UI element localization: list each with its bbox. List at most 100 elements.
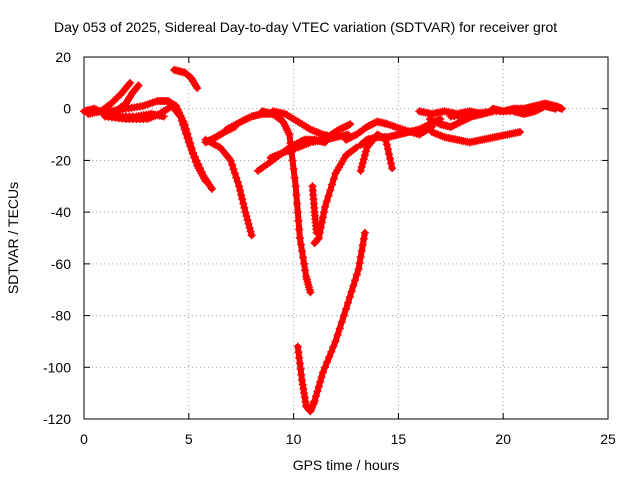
data-point [453, 119, 462, 128]
data-point [296, 240, 305, 249]
series-arc22 [427, 127, 524, 147]
data-point [187, 143, 196, 152]
data-point [357, 246, 366, 255]
data-point [359, 155, 368, 164]
data-point [230, 169, 239, 178]
data-point [356, 252, 365, 261]
data-point [229, 165, 238, 174]
series-arc13 [268, 107, 353, 142]
series-arc19 [356, 115, 445, 149]
data-point [236, 186, 245, 195]
data-point [345, 293, 354, 302]
data-point [325, 352, 334, 361]
data-point [342, 135, 350, 144]
data-point [352, 143, 361, 152]
data-point [352, 270, 361, 279]
data-point [293, 199, 302, 208]
data-point [424, 121, 433, 130]
data-point [288, 156, 297, 165]
data-point [347, 287, 356, 296]
data-point [180, 120, 189, 129]
y-tick-label: -60 [51, 256, 71, 272]
data-point [459, 116, 468, 125]
data-point [386, 154, 395, 163]
x-tick-label: 0 [80, 431, 88, 447]
data-point [340, 122, 349, 131]
data-point [290, 173, 299, 182]
data-point [312, 228, 321, 237]
y-tick-label: 20 [55, 49, 71, 65]
data-point [360, 228, 369, 237]
data-point [355, 258, 364, 267]
data-point [313, 387, 322, 396]
y-tick-label: -80 [51, 308, 71, 324]
data-point [358, 240, 367, 249]
data-point [342, 305, 350, 314]
data-point [345, 134, 354, 143]
series-arc14 [310, 143, 361, 248]
data-point [226, 156, 235, 165]
data-point [183, 129, 192, 138]
data-point [339, 311, 348, 320]
data-point [361, 147, 370, 156]
data-point [347, 133, 356, 142]
data-point [450, 121, 459, 130]
data-point [203, 137, 212, 146]
data-point [311, 392, 320, 401]
data-point [331, 337, 340, 346]
data-point [348, 132, 357, 141]
data-point [186, 139, 195, 148]
data-point [337, 318, 346, 327]
data-point [235, 182, 244, 191]
data-point [124, 80, 133, 89]
data-point [362, 122, 371, 131]
data-point [343, 134, 352, 143]
data-point [237, 117, 246, 126]
data-point [242, 212, 251, 221]
data-point [335, 125, 344, 134]
data-point [295, 225, 304, 234]
y-tick-label: -20 [51, 152, 71, 168]
data-point [205, 136, 214, 145]
data-point [301, 266, 310, 275]
data-point [321, 363, 330, 372]
series-arc6 [170, 65, 202, 93]
data-point [328, 180, 337, 189]
data-point [452, 120, 461, 129]
chart-title: Day 053 of 2025, Sidereal Day-to-day VTE… [54, 19, 557, 35]
data-point [319, 208, 328, 217]
data-point [192, 156, 201, 165]
data-point [246, 227, 255, 236]
y-tick-label: 0 [63, 101, 71, 117]
data-point [207, 184, 216, 193]
series-arc24 [488, 99, 566, 116]
data-point [318, 368, 327, 377]
series-arc10 [258, 107, 315, 297]
y-tick-label: -40 [51, 204, 71, 220]
data-point [201, 138, 210, 147]
data-point [194, 160, 203, 169]
data-point [192, 82, 201, 91]
data-point [133, 82, 142, 91]
y-tick-label: -120 [43, 411, 71, 427]
data-point [292, 190, 301, 199]
x-axis-label: GPS time / hours [293, 457, 400, 473]
data-point [323, 358, 332, 367]
data-point [182, 124, 191, 133]
data-point [333, 330, 342, 339]
data-point [429, 116, 438, 125]
y-tick-labels: -120 -100 -80 -60 -40 -20 0 20 [43, 49, 71, 427]
series-band [294, 229, 368, 415]
data-point [339, 123, 348, 132]
data-point [243, 215, 252, 224]
data-point [418, 123, 427, 132]
data-point [285, 130, 294, 139]
data-point [299, 253, 308, 262]
data-point [245, 223, 254, 232]
data-point [310, 396, 319, 405]
data-point [300, 259, 309, 268]
data-point [344, 121, 353, 130]
data-point [327, 347, 336, 356]
data-point [349, 281, 358, 290]
data-point [425, 115, 434, 124]
